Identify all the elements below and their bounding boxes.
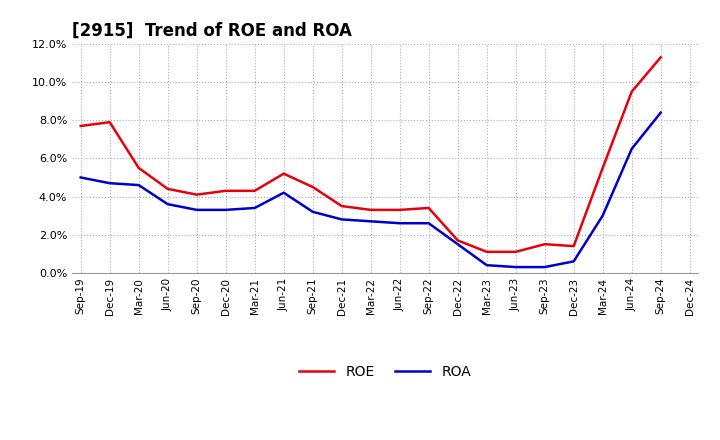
ROE: [366, 207, 375, 213]
ROA: [338, 217, 346, 222]
ROA: [221, 207, 230, 213]
ROE: [251, 188, 259, 194]
ROA: [308, 209, 317, 214]
ROA: [627, 146, 636, 151]
ROE: [541, 242, 549, 247]
Line: ROE: ROE: [81, 57, 661, 252]
ROE: [163, 186, 172, 191]
ROA: [135, 183, 143, 188]
ROA: [76, 175, 85, 180]
ROE: [105, 120, 114, 125]
ROE: [598, 165, 607, 171]
ROA: [657, 110, 665, 115]
ROE: [135, 165, 143, 171]
ROA: [454, 242, 462, 247]
Legend: ROE, ROA: ROE, ROA: [294, 360, 477, 385]
ROE: [454, 238, 462, 243]
ROE: [511, 249, 520, 254]
ROA: [541, 264, 549, 270]
ROA: [279, 190, 288, 195]
ROE: [76, 123, 85, 128]
ROA: [482, 263, 491, 268]
ROA: [366, 219, 375, 224]
ROA: [570, 259, 578, 264]
ROE: [338, 203, 346, 209]
ROE: [192, 192, 201, 197]
ROA: [105, 180, 114, 186]
ROE: [570, 243, 578, 249]
ROA: [163, 202, 172, 207]
Text: [2915]  Trend of ROE and ROA: [2915] Trend of ROE and ROA: [72, 22, 352, 40]
ROE: [395, 207, 404, 213]
ROE: [424, 205, 433, 211]
ROA: [251, 205, 259, 211]
ROE: [627, 89, 636, 94]
ROA: [192, 207, 201, 213]
ROE: [308, 184, 317, 190]
ROA: [395, 220, 404, 226]
ROE: [482, 249, 491, 254]
ROA: [424, 220, 433, 226]
ROE: [221, 188, 230, 194]
ROA: [598, 213, 607, 218]
ROE: [279, 171, 288, 176]
Line: ROA: ROA: [81, 113, 661, 267]
ROA: [511, 264, 520, 270]
ROE: [657, 55, 665, 60]
